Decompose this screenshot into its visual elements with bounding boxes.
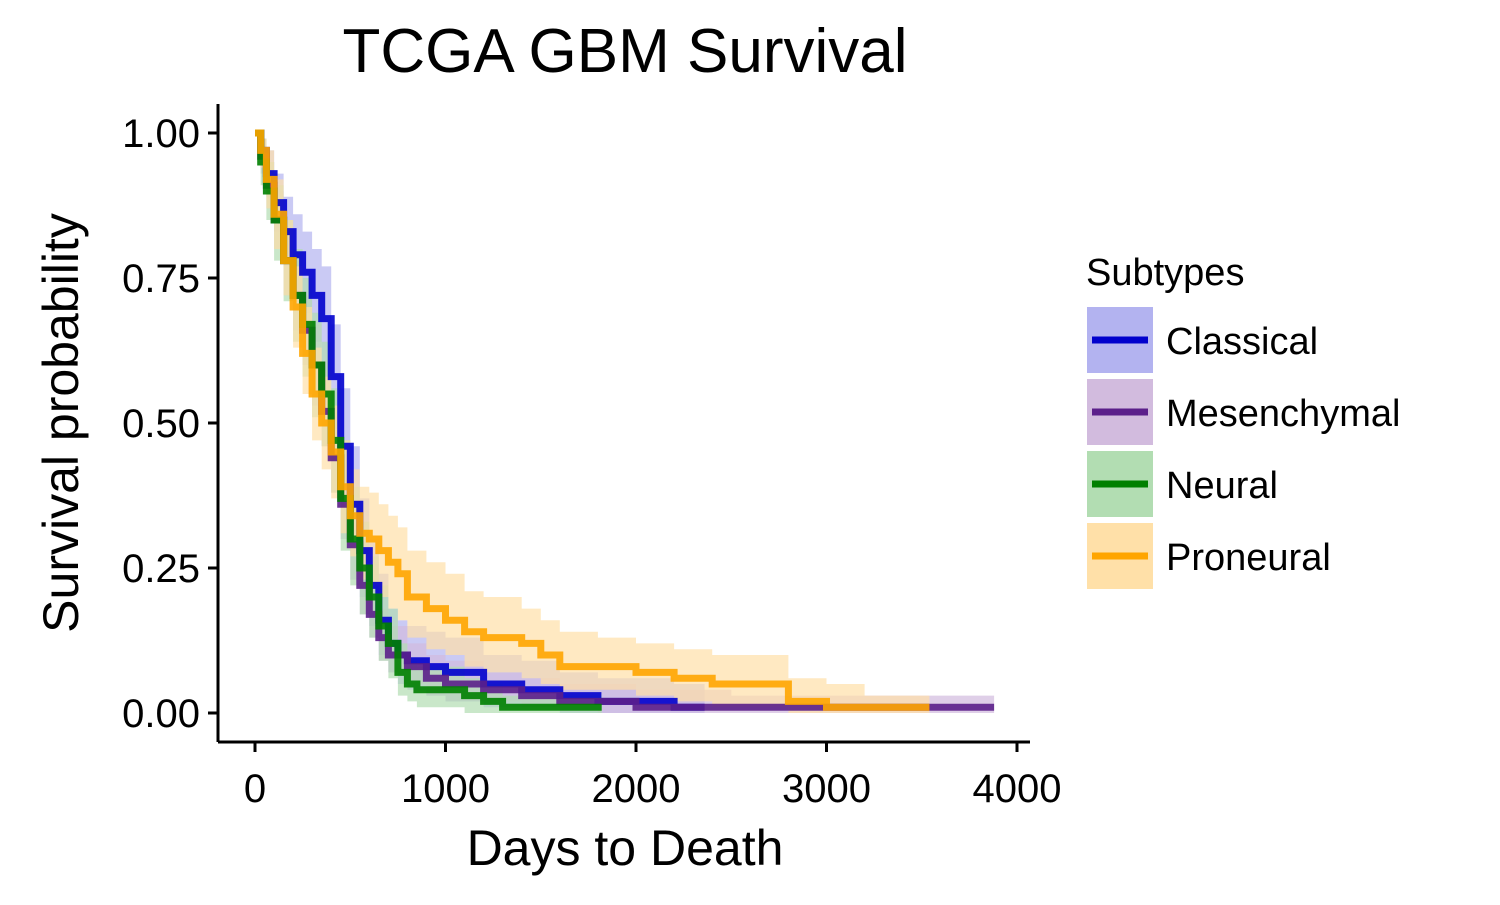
y-tick-label: 0.75 (122, 257, 200, 301)
y-tick-label: 1.00 (122, 112, 200, 156)
legend-title: Subtypes (1086, 252, 1244, 294)
x-tick-label: 0 (244, 767, 266, 811)
x-axis-title: Days to Death (467, 820, 784, 876)
legend-label: Classical (1166, 321, 1318, 363)
legend-item-neural: Neural (1087, 451, 1278, 517)
confidence-band-mesenchymal (255, 133, 995, 713)
legend-item-mesenchymal: Mesenchymal (1087, 379, 1400, 445)
plot-area (255, 129, 995, 713)
y-axis-title: Survival probability (33, 213, 89, 633)
chart-title: TCGA GBM Survival (343, 17, 908, 86)
x-tick-label: 1000 (401, 767, 490, 811)
legend-label: Mesenchymal (1166, 393, 1400, 435)
legend-items: Classical Mesenchymal Neural Proneural (1087, 307, 1400, 589)
legend-label: Neural (1166, 465, 1278, 507)
legend: Subtypes Classical Mesenchymal Neural Prone… (1086, 252, 1400, 589)
x-tick-label: 4000 (973, 767, 1062, 811)
legend-item-proneural: Proneural (1087, 523, 1331, 589)
survival-curve-mesenchymal (255, 129, 995, 711)
axes: 0 1000 2000 3000 4000 0.00 0.25 0.50 0.75 1.00 (122, 104, 1061, 811)
confidence-band-proneural (255, 133, 930, 713)
survival-curve-proneural (255, 129, 930, 711)
y-tick-label: 0.50 (122, 402, 200, 446)
x-tick-label: 3000 (782, 767, 871, 811)
x-ticks: 0 1000 2000 3000 4000 (244, 742, 1062, 811)
y-tick-label: 0.00 (122, 692, 200, 736)
y-tick-label: 0.25 (122, 547, 200, 591)
legend-item-classical: Classical (1087, 307, 1318, 373)
y-ticks: 0.00 0.25 0.50 0.75 1.00 (122, 112, 218, 736)
x-tick-label: 2000 (592, 767, 681, 811)
legend-label: Proneural (1166, 537, 1331, 579)
